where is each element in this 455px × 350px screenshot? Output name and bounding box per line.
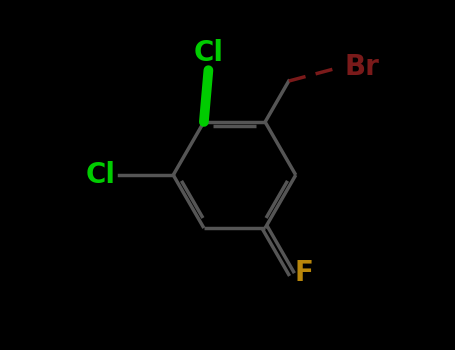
Text: Cl: Cl [193,40,223,68]
Text: Br: Br [344,53,379,81]
Text: Cl: Cl [86,161,116,189]
Text: F: F [295,259,313,287]
